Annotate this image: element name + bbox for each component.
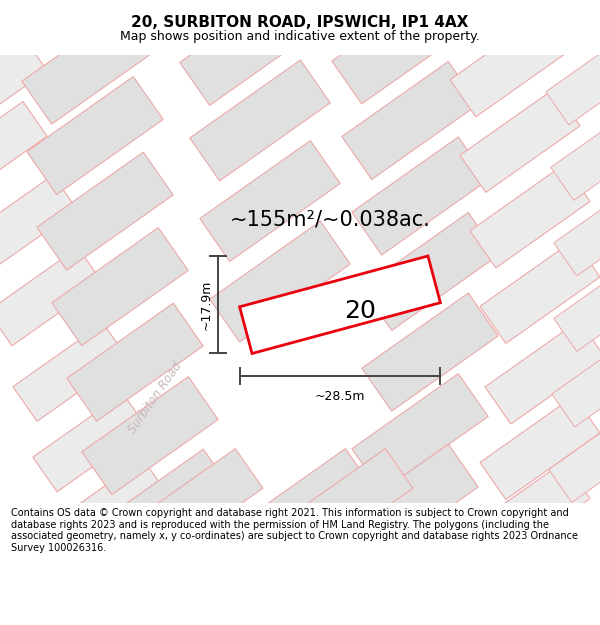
Polygon shape xyxy=(485,321,600,424)
Polygon shape xyxy=(546,46,600,125)
Polygon shape xyxy=(190,60,330,181)
Polygon shape xyxy=(13,323,127,421)
Polygon shape xyxy=(470,461,590,565)
Polygon shape xyxy=(33,394,147,492)
Polygon shape xyxy=(137,449,263,558)
Polygon shape xyxy=(450,13,570,117)
Polygon shape xyxy=(549,423,600,503)
Polygon shape xyxy=(53,459,167,558)
Polygon shape xyxy=(97,449,233,567)
Polygon shape xyxy=(552,348,600,427)
Text: ~17.9m: ~17.9m xyxy=(200,279,212,330)
Polygon shape xyxy=(551,121,600,201)
Polygon shape xyxy=(82,377,218,494)
Text: Contains OS data © Crown copyright and database right 2021. This information is : Contains OS data © Crown copyright and d… xyxy=(11,508,578,552)
Polygon shape xyxy=(352,137,488,255)
Text: Map shows position and indicative extent of the property.: Map shows position and indicative extent… xyxy=(120,30,480,43)
Polygon shape xyxy=(52,228,188,346)
Text: 20: 20 xyxy=(344,299,376,322)
Polygon shape xyxy=(67,303,203,421)
Polygon shape xyxy=(342,444,478,562)
Polygon shape xyxy=(0,248,102,346)
Polygon shape xyxy=(27,77,163,194)
Polygon shape xyxy=(22,6,158,124)
Polygon shape xyxy=(470,164,590,268)
Polygon shape xyxy=(247,449,373,558)
Polygon shape xyxy=(362,213,498,331)
Polygon shape xyxy=(554,272,600,351)
Polygon shape xyxy=(342,61,478,179)
Polygon shape xyxy=(0,175,77,273)
Polygon shape xyxy=(332,0,468,104)
Polygon shape xyxy=(352,374,488,492)
Polygon shape xyxy=(210,221,350,342)
Polygon shape xyxy=(480,240,600,343)
Polygon shape xyxy=(180,0,320,106)
Text: ~28.5m: ~28.5m xyxy=(315,390,365,402)
Polygon shape xyxy=(287,449,413,558)
Text: Surbiton Road: Surbiton Road xyxy=(125,359,184,436)
Polygon shape xyxy=(480,396,600,499)
Polygon shape xyxy=(0,36,47,134)
Polygon shape xyxy=(460,89,580,192)
Polygon shape xyxy=(362,293,498,411)
Text: ~155m²/~0.038ac.: ~155m²/~0.038ac. xyxy=(230,209,430,229)
Polygon shape xyxy=(0,102,47,200)
Polygon shape xyxy=(239,256,440,354)
Polygon shape xyxy=(37,152,173,270)
Polygon shape xyxy=(554,197,600,276)
Polygon shape xyxy=(200,141,340,261)
Text: 20, SURBITON ROAD, IPSWICH, IP1 4AX: 20, SURBITON ROAD, IPSWICH, IP1 4AX xyxy=(131,16,469,31)
